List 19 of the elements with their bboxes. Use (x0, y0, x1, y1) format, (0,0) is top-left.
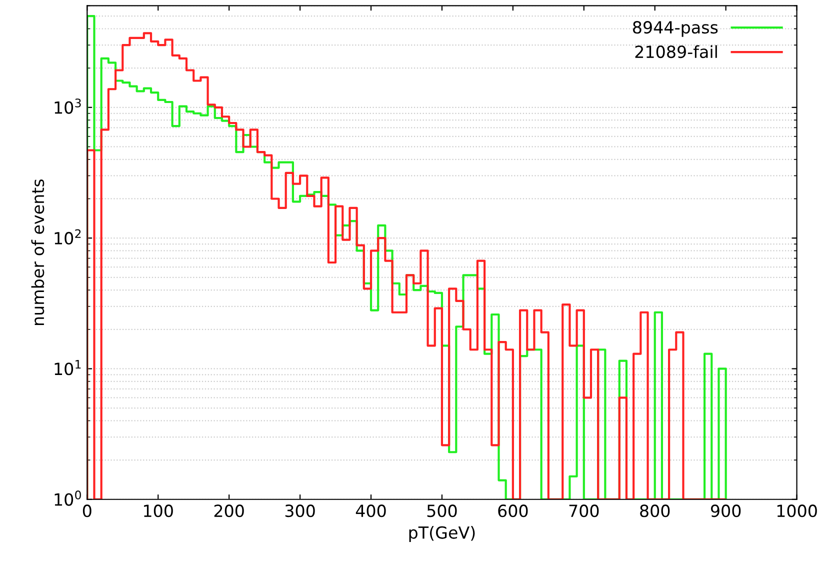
y-tick-label: 10$^{3}$ (54, 98, 81, 114)
x-tick-label: 100 (144, 504, 173, 518)
y-tick-label: 10$^{1}$ (54, 360, 81, 376)
legend-label: 8944-pass (633, 21, 718, 37)
y-tick-label: 10$^{2}$ (54, 229, 81, 245)
y-axis-title: number of events (31, 179, 44, 325)
y-tick-label: 10$^{0}$ (54, 490, 81, 506)
x-tick-label: 500 (427, 504, 457, 518)
x-tick-label: 1000 (777, 504, 817, 518)
x-tick-label: 200 (214, 504, 244, 518)
legend-label: 21089-fail (635, 45, 717, 58)
x-axis-title: pT(GeV) (409, 526, 475, 542)
x-tick-label: 400 (356, 504, 386, 518)
x-tick-label: 800 (640, 504, 670, 518)
x-tick-label: 900 (710, 504, 741, 518)
x-tick-label: 300 (285, 504, 315, 518)
x-tick-label: 700 (569, 504, 599, 518)
x-tick-label: 600 (498, 504, 528, 518)
x-tick-label: 0 (82, 504, 92, 518)
